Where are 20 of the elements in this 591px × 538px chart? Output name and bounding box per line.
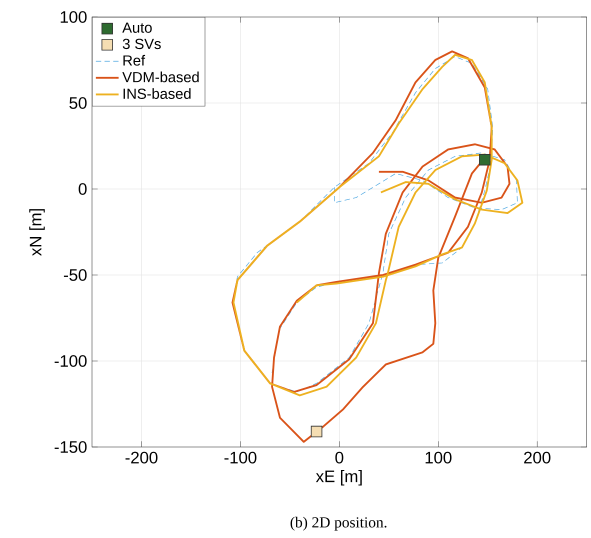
legend-label: Ref <box>123 54 146 66</box>
y-tick-label: 100 <box>60 11 87 23</box>
legend-label: 3 SVs <box>122 38 161 50</box>
x-tick-label: 200 <box>524 452 550 464</box>
y-tick-label: 0 <box>78 183 87 195</box>
x-tick-label: 100 <box>426 452 452 464</box>
y-axis-title: xN [m] <box>29 209 45 256</box>
y-tick-label: 50 <box>69 97 87 109</box>
text: (b) 2D position. <box>290 516 386 531</box>
x-tick-label: -100 <box>224 452 256 464</box>
legend-label: Auto <box>122 22 152 33</box>
x-tick-label: -200 <box>126 452 158 464</box>
x-axis-title: xE [m] <box>316 470 362 486</box>
legend-label: VDM-based <box>122 72 199 82</box>
legend-label: INS-based <box>124 88 191 99</box>
line-series <box>232 50 510 443</box>
x-tick-label: 0 <box>335 452 344 464</box>
y-tick-label: -100 <box>54 355 87 367</box>
y-tick-label: -150 <box>54 441 87 453</box>
y-tick-label: -50 <box>64 269 87 281</box>
